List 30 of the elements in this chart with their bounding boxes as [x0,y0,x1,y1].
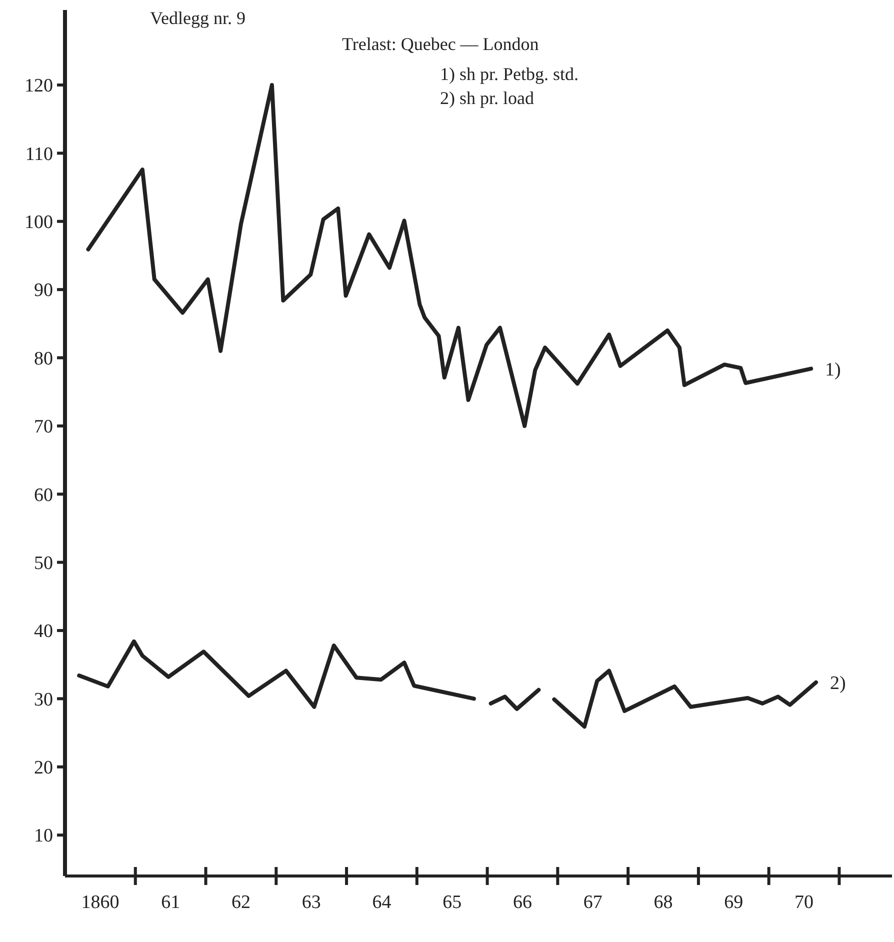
x-tick-label: 69 [724,892,744,913]
y-tick-label: 90 [34,280,53,302]
x-tick-label: 62 [231,892,250,913]
y-tick-label: 80 [34,348,53,370]
x-tick-label: 66 [512,892,532,913]
text: Trelast: Quebec — London [342,34,539,54]
y-tick-label: 70 [34,416,53,438]
x-tick-label: 1860 [81,892,120,913]
y-tick-label: 40 [34,621,53,642]
x-tick-label: 67 [583,892,602,913]
y-tick-label: 20 [34,758,53,779]
x-tick-label: 68 [654,892,673,913]
annotation: 2) sh pr. load [440,88,534,108]
y-tick-label: 120 [24,76,53,97]
line-series [86,83,814,428]
x-tick-label: 61 [161,892,180,913]
y-tick-label: 110 [25,144,53,165]
y-tick-label: 10 [34,826,53,847]
x-tick-label: 64 [372,892,392,913]
series-label: 2) [830,672,846,694]
annotation: 1) sh pr. Petbg. std. [440,64,579,84]
chart-title: Vedlegg nr. 9 [150,8,246,28]
x-tick-label: 65 [442,892,462,913]
y-tick-label: 50 [34,552,53,574]
series-label: 1) [825,359,841,380]
y-tick-label: 100 [24,212,53,234]
x-tick-label: 70 [794,892,814,913]
y-tick-label: 60 [34,484,53,506]
y-tick-label: 30 [34,689,53,710]
x-tick-label: 63 [302,892,321,913]
